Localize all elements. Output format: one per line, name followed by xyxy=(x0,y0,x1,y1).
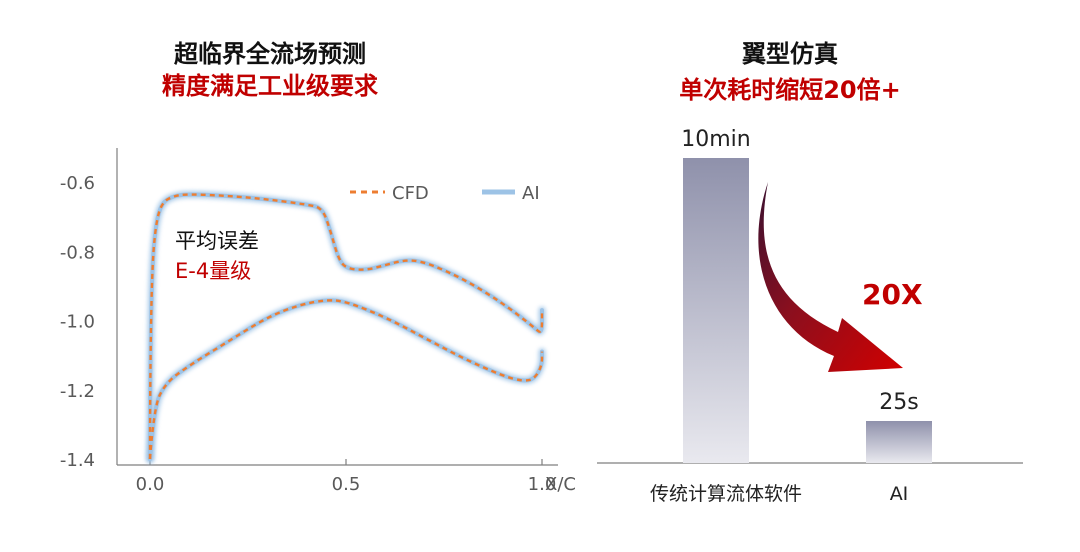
right-chart-title: 翼型仿真 xyxy=(742,40,838,68)
x-tick-label: 0.5 xyxy=(332,474,361,495)
ai-series-lower-core xyxy=(148,298,544,461)
x-tick-label: 1.0 xyxy=(528,474,557,495)
y-tick-label: -1.0 xyxy=(60,312,95,333)
cfd-series-upper-surface xyxy=(148,193,544,460)
error-annotation-line1: 平均误差 xyxy=(175,229,259,253)
y-tick-label: -0.8 xyxy=(60,242,95,263)
y-tick-label: -1.2 xyxy=(60,381,95,402)
cfd-series-lower-surface xyxy=(148,299,544,460)
x-axis-label: X/C xyxy=(545,474,576,495)
ai-series-lower-surface xyxy=(146,296,546,463)
left-chart-title: 超临界全流场预测 xyxy=(174,40,366,68)
x-tick-label: 0.0 xyxy=(136,474,165,495)
left-chart-subtitle: 精度满足工业级要求 xyxy=(162,72,378,100)
legend-cfd-label: CFD xyxy=(392,183,429,204)
right-chart-subtitle: 单次耗时缩短20倍+ xyxy=(679,76,901,104)
error-annotation-line2: E-4量级 xyxy=(175,259,251,283)
legend-ai-label: AI xyxy=(522,183,540,204)
y-tick-label: -0.6 xyxy=(60,173,95,194)
y-tick-label: -1.4 xyxy=(60,450,95,471)
